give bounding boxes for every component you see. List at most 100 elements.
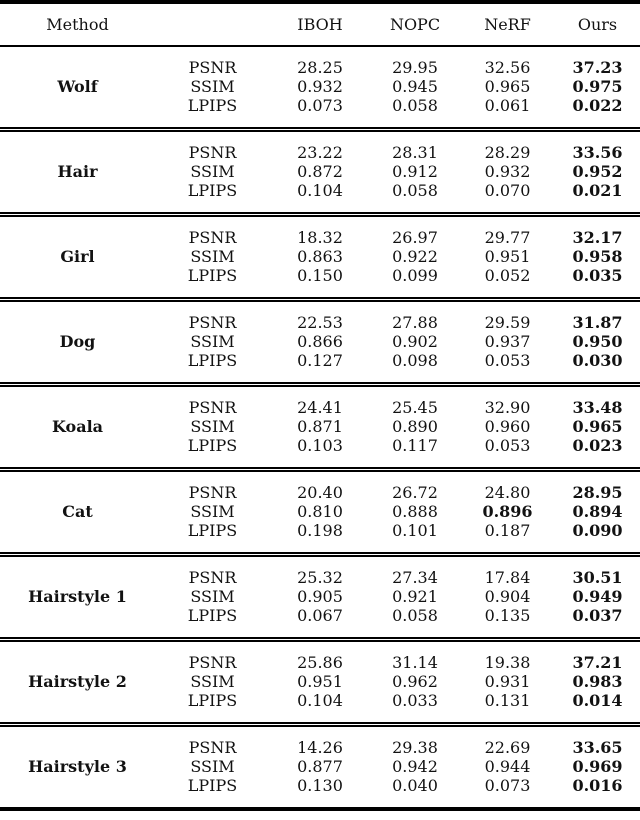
value-cell-nopc: 0.058 bbox=[392, 606, 438, 625]
value-cell-nerf: 0.061 bbox=[484, 96, 531, 115]
value-cell-nopc: 28.31 bbox=[392, 143, 438, 162]
value-cell-nopc: 0.890 bbox=[392, 417, 438, 436]
value-cell-nopc: 0.888 bbox=[392, 502, 438, 521]
value-cell-nerf: 17.84 bbox=[484, 568, 531, 587]
metric-row: PSNR 20.40 26.72 24.80 28.95 bbox=[155, 483, 640, 502]
section-subject-label: Cat bbox=[62, 502, 93, 521]
value-cell-nopc: 0.117 bbox=[392, 436, 438, 455]
value-cell-ours: 0.950 bbox=[572, 332, 623, 351]
metric-row: PSNR 24.41 25.45 32.90 33.48 bbox=[155, 398, 640, 417]
table-header-row: Method IBOH NOPC NeRF Ours bbox=[0, 4, 640, 45]
metric-row: LPIPS 0.198 0.101 0.187 0.090 bbox=[155, 521, 640, 540]
value-cell-nerf: 28.29 bbox=[484, 143, 531, 162]
header-col-ours: Ours bbox=[577, 15, 618, 34]
value-cell-ours: 0.983 bbox=[572, 672, 623, 691]
value-cell-nopc: 29.95 bbox=[392, 58, 438, 77]
metric-label: SSIM bbox=[190, 672, 235, 691]
section-subject-label: Koala bbox=[51, 417, 104, 436]
header-col-nopc: NOPC bbox=[389, 15, 441, 34]
value-cell-iboh: 23.22 bbox=[297, 143, 343, 162]
value-cell-ours: 28.95 bbox=[572, 483, 623, 502]
metric-row: PSNR 14.26 29.38 22.69 33.65 bbox=[155, 738, 640, 757]
value-cell-nerf: 32.56 bbox=[484, 58, 531, 77]
metric-row: LPIPS 0.130 0.040 0.073 0.016 bbox=[155, 776, 640, 795]
metric-label: PSNR bbox=[188, 483, 237, 502]
value-cell-ours: 0.037 bbox=[572, 606, 623, 625]
value-cell-iboh: 0.932 bbox=[297, 77, 343, 96]
value-cell-nerf: 0.053 bbox=[484, 351, 531, 370]
table-section: Hairstyle 3 PSNR 14.26 29.38 22.69 33.65… bbox=[0, 727, 640, 807]
table-header-rule bbox=[0, 45, 640, 47]
metric-row: PSNR 25.32 27.34 17.84 30.51 bbox=[155, 568, 640, 587]
metric-label: PSNR bbox=[188, 738, 237, 757]
value-cell-iboh: 0.104 bbox=[297, 691, 343, 710]
table-section: Koala PSNR 24.41 25.45 32.90 33.48 SSIM … bbox=[0, 387, 640, 472]
value-cell-ours: 37.23 bbox=[572, 58, 623, 77]
value-cell-ours: 0.030 bbox=[572, 351, 623, 370]
value-cell-nerf: 0.187 bbox=[484, 521, 531, 540]
value-cell-iboh: 0.810 bbox=[297, 502, 343, 521]
value-cell-nopc: 27.88 bbox=[392, 313, 438, 332]
value-cell-ours: 0.969 bbox=[572, 757, 623, 776]
value-cell-iboh: 28.25 bbox=[297, 58, 343, 77]
value-cell-nopc: 0.058 bbox=[392, 181, 438, 200]
section-separator-rule bbox=[0, 637, 640, 642]
value-cell-nerf: 0.896 bbox=[482, 502, 533, 521]
value-cell-iboh: 0.198 bbox=[297, 521, 343, 540]
section-separator-rule bbox=[0, 552, 640, 557]
value-cell-nopc: 0.912 bbox=[392, 162, 438, 181]
value-cell-ours: 0.958 bbox=[572, 247, 623, 266]
metric-label: PSNR bbox=[188, 313, 237, 332]
value-cell-iboh: 25.32 bbox=[297, 568, 343, 587]
value-cell-nerf: 0.053 bbox=[484, 436, 531, 455]
metric-label: LPIPS bbox=[187, 776, 238, 795]
value-cell-iboh: 0.951 bbox=[297, 672, 343, 691]
value-cell-nopc: 26.72 bbox=[392, 483, 438, 502]
value-cell-nopc: 0.101 bbox=[392, 521, 438, 540]
value-cell-nopc: 0.942 bbox=[392, 757, 438, 776]
table-section: Dog PSNR 22.53 27.88 29.59 31.87 SSIM 0.… bbox=[0, 302, 640, 387]
section-subject-label: Dog bbox=[59, 332, 96, 351]
table-section: Wolf PSNR 28.25 29.95 32.56 37.23 SSIM 0… bbox=[0, 47, 640, 132]
value-cell-ours: 0.090 bbox=[572, 521, 623, 540]
value-cell-nerf: 0.937 bbox=[484, 332, 531, 351]
metric-row: SSIM 0.871 0.890 0.960 0.965 bbox=[155, 417, 640, 436]
value-cell-nerf: 0.931 bbox=[484, 672, 531, 691]
value-cell-nerf: 0.932 bbox=[484, 162, 531, 181]
metric-label: SSIM bbox=[190, 417, 235, 436]
value-cell-iboh: 0.104 bbox=[297, 181, 343, 200]
metric-label: SSIM bbox=[190, 162, 235, 181]
metric-row: PSNR 23.22 28.31 28.29 33.56 bbox=[155, 143, 640, 162]
header-col-nerf: NeRF bbox=[484, 15, 531, 34]
value-cell-ours: 33.48 bbox=[572, 398, 623, 417]
metric-label: LPIPS bbox=[187, 181, 238, 200]
value-cell-nopc: 0.058 bbox=[392, 96, 438, 115]
value-cell-nerf: 19.38 bbox=[484, 653, 531, 672]
value-cell-ours: 0.035 bbox=[572, 266, 623, 285]
metric-label: LPIPS bbox=[187, 606, 238, 625]
metric-label: SSIM bbox=[190, 587, 235, 606]
value-cell-ours: 33.56 bbox=[572, 143, 623, 162]
section-separator-rule bbox=[0, 382, 640, 387]
section-subject-label: Wolf bbox=[57, 77, 98, 96]
value-cell-iboh: 0.103 bbox=[297, 436, 343, 455]
value-cell-nopc: 26.97 bbox=[392, 228, 438, 247]
value-cell-nopc: 25.45 bbox=[392, 398, 438, 417]
metric-label: LPIPS bbox=[187, 691, 238, 710]
value-cell-iboh: 0.127 bbox=[297, 351, 343, 370]
value-cell-iboh: 18.32 bbox=[297, 228, 343, 247]
value-cell-ours: 30.51 bbox=[572, 568, 623, 587]
metric-row: SSIM 0.863 0.922 0.951 0.958 bbox=[155, 247, 640, 266]
table-section: Cat PSNR 20.40 26.72 24.80 28.95 SSIM 0.… bbox=[0, 472, 640, 557]
table-section: Hair PSNR 23.22 28.31 28.29 33.56 SSIM 0… bbox=[0, 132, 640, 217]
section-separator-rule bbox=[0, 212, 640, 217]
section-subject-label: Hair bbox=[57, 162, 98, 181]
value-cell-nopc: 0.962 bbox=[392, 672, 438, 691]
value-cell-iboh: 22.53 bbox=[297, 313, 343, 332]
value-cell-nerf: 0.073 bbox=[484, 776, 531, 795]
value-cell-iboh: 0.905 bbox=[297, 587, 343, 606]
value-cell-nerf: 24.80 bbox=[484, 483, 531, 502]
value-cell-nopc: 0.033 bbox=[392, 691, 438, 710]
table-section: Hairstyle 2 PSNR 25.86 31.14 19.38 37.21… bbox=[0, 642, 640, 727]
value-cell-ours: 0.949 bbox=[572, 587, 623, 606]
